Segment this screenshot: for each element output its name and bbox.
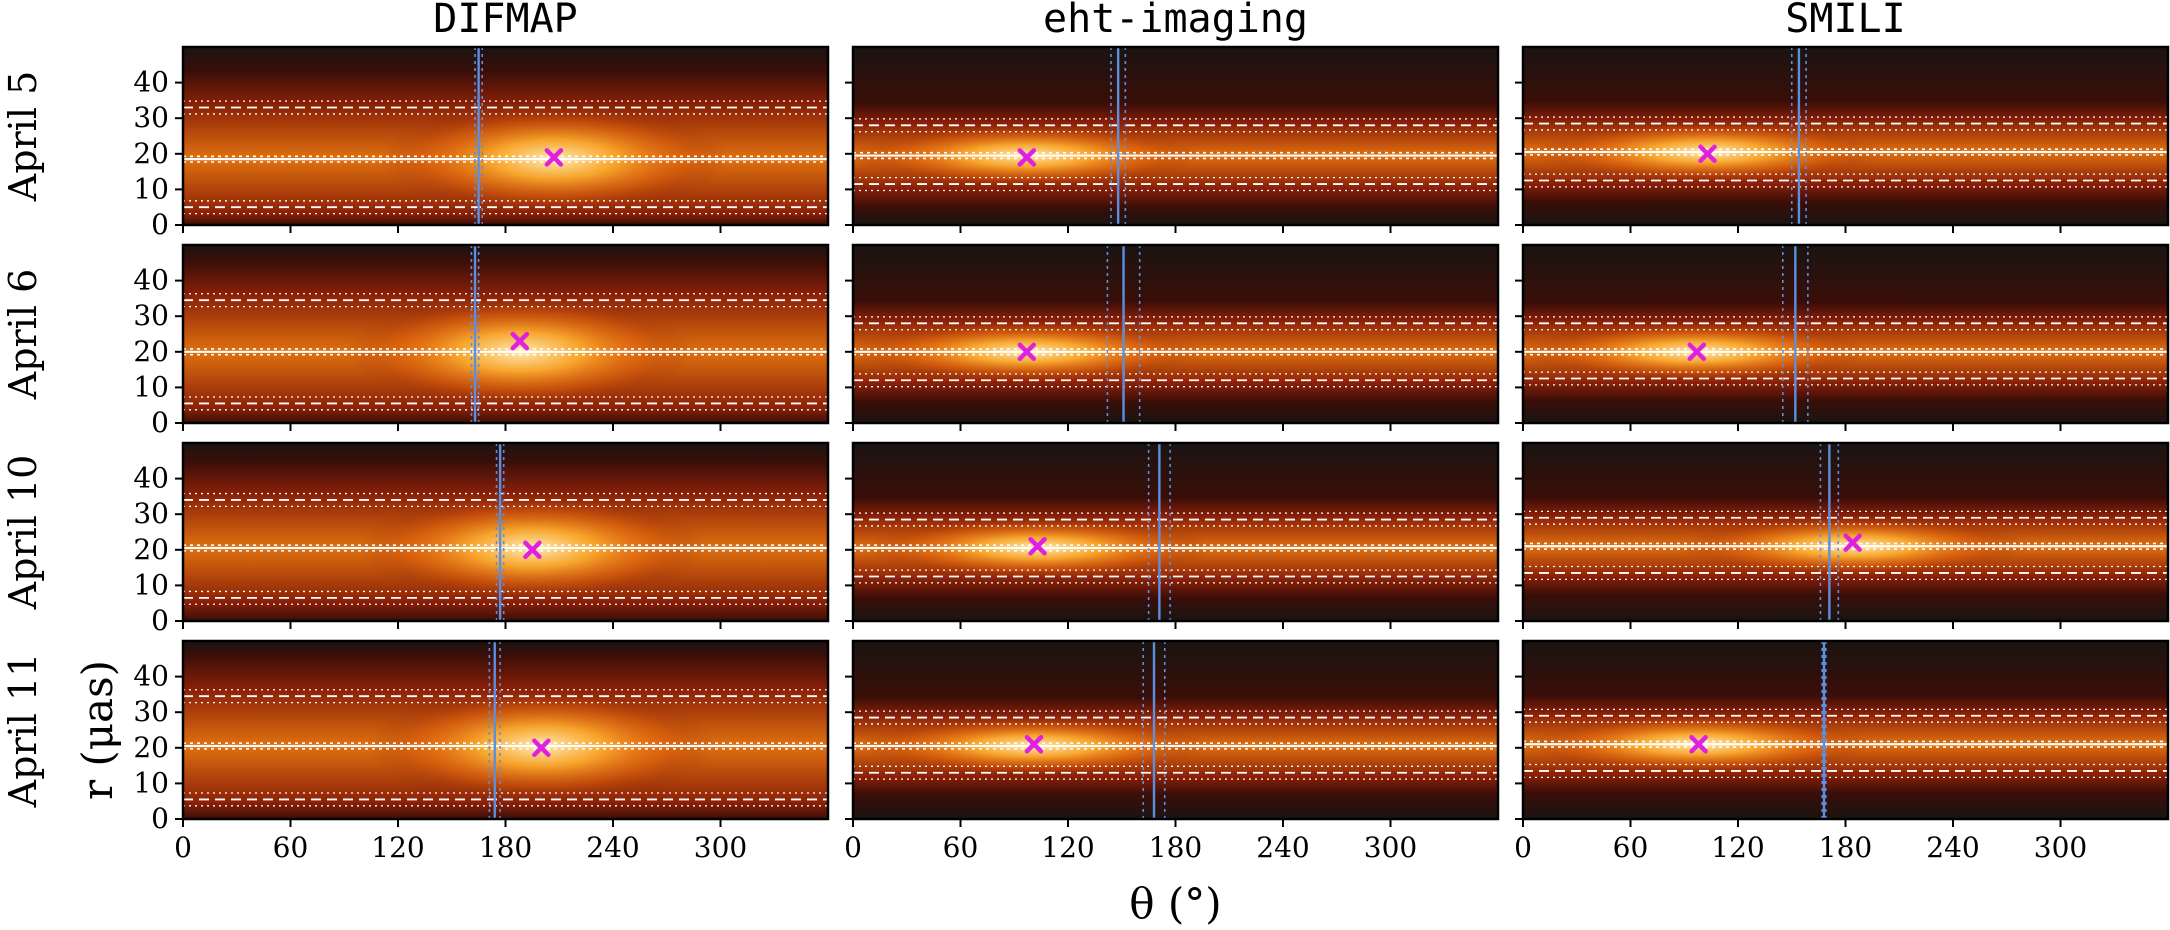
y-tick-label: 40 bbox=[133, 264, 169, 297]
peak-marker bbox=[1028, 536, 1047, 556]
y-tick-label: 20 bbox=[133, 731, 169, 764]
x-tick-label: 120 bbox=[1711, 831, 1764, 864]
x-tick-label: 0 bbox=[844, 831, 862, 864]
peak-marker bbox=[1698, 144, 1717, 164]
y-tick-label: 0 bbox=[151, 208, 169, 241]
panel-eht-imaging-april-6 bbox=[845, 243, 1500, 431]
row-labels: April 5 April 6 April 10 April 11 bbox=[1, 71, 45, 809]
y-tick-label: 10 bbox=[133, 370, 169, 403]
x-tick-label: 300 bbox=[2034, 831, 2087, 864]
row-label-april-11: April 11 bbox=[1, 653, 45, 809]
x-tick-label: 240 bbox=[1926, 831, 1979, 864]
y-tick-label: 20 bbox=[133, 137, 169, 170]
y-tick-label: 10 bbox=[133, 568, 169, 601]
peak-marker bbox=[1843, 533, 1862, 552]
y-tick-label: 30 bbox=[133, 101, 169, 134]
x-tick-label: 180 bbox=[479, 831, 532, 864]
row-label-april-6: April 6 bbox=[1, 269, 45, 401]
x-tick-label: 120 bbox=[371, 831, 424, 864]
y-tick-label: 10 bbox=[133, 766, 169, 799]
x-tick-label: 180 bbox=[1819, 831, 1872, 864]
y-tick-label: 40 bbox=[133, 462, 169, 495]
y-tick-label: 20 bbox=[133, 335, 169, 368]
y-tick-label: 30 bbox=[133, 299, 169, 332]
y-tick-label: 40 bbox=[133, 66, 169, 99]
y-tick-label: 0 bbox=[151, 406, 169, 439]
panel-eht-imaging-april-11: 0 60 120 180 240 300 bbox=[844, 639, 1500, 864]
peak-marker bbox=[544, 148, 564, 167]
x-tick-label: 300 bbox=[694, 831, 747, 864]
y-tick-label: 10 bbox=[133, 172, 169, 205]
panel-smili-april-10 bbox=[1515, 441, 2170, 629]
peak-marker bbox=[1017, 342, 1037, 362]
peak-marker bbox=[1024, 734, 1044, 754]
row-label-april-10: April 10 bbox=[1, 455, 45, 611]
x-tick-label: 300 bbox=[1364, 831, 1417, 864]
y-tick-label: 20 bbox=[133, 533, 169, 566]
x-tick-label: 180 bbox=[1149, 831, 1202, 864]
x-tick-label: 0 bbox=[174, 831, 192, 864]
col-title-eht-imaging: eht-imaging bbox=[1043, 0, 1308, 42]
panel-eht-imaging-april-10 bbox=[845, 441, 1500, 629]
y-tick-label: 0 bbox=[151, 802, 169, 835]
x-tick-label: 60 bbox=[1613, 831, 1649, 864]
x-tick-label: 60 bbox=[273, 831, 309, 864]
panel-smili-april-6 bbox=[1515, 243, 2170, 431]
peak-marker bbox=[532, 738, 551, 758]
peak-marker bbox=[523, 540, 542, 560]
panel-smili-april-11: 0 60 120 180 240 300 bbox=[1514, 639, 2170, 864]
x-axis-label: θ (°) bbox=[1129, 879, 1221, 928]
y-tick-label: 0 bbox=[151, 604, 169, 637]
x-tick-label: 240 bbox=[586, 831, 639, 864]
y-tick-label: 30 bbox=[133, 497, 169, 530]
panel-eht-imaging-april-5 bbox=[845, 45, 1500, 233]
peak-marker bbox=[1689, 734, 1708, 754]
panel-smili-april-5 bbox=[1515, 45, 2170, 233]
peak-marker bbox=[1687, 342, 1707, 362]
x-tick-label: 60 bbox=[943, 831, 979, 864]
x-tick-label: 240 bbox=[1256, 831, 1309, 864]
peak-marker bbox=[510, 331, 530, 351]
col-title-smili: SMILI bbox=[1785, 0, 1905, 42]
y-tick-label: 40 bbox=[133, 660, 169, 693]
peak-marker bbox=[1017, 148, 1037, 167]
x-tick-label: 120 bbox=[1041, 831, 1094, 864]
col-title-difmap: DIFMAP bbox=[433, 0, 578, 42]
column-titles: DIFMAP eht-imaging SMILI bbox=[433, 0, 1905, 42]
y-tick-label: 30 bbox=[133, 695, 169, 728]
row-label-april-5: April 5 bbox=[1, 71, 45, 203]
y-axis-label: r (μas) bbox=[73, 660, 122, 800]
x-tick-label: 0 bbox=[1514, 831, 1532, 864]
